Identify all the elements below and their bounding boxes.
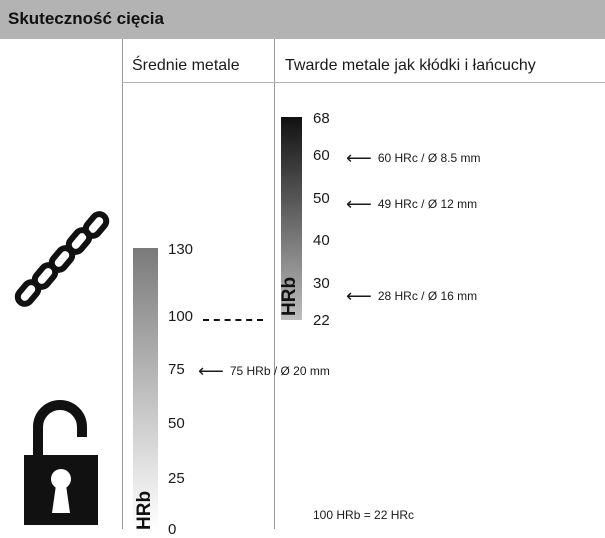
arrow-left-icon: ⟵: [346, 148, 372, 168]
header-bar: Skuteczność cięcia: [0, 0, 605, 39]
hard-hardness-bar: [281, 117, 302, 320]
column-divider-left: [122, 39, 123, 529]
hard-tick-68: 68: [313, 110, 330, 127]
arrow-left-icon: ⟵: [346, 286, 372, 306]
arrow-left-icon: ⟵: [198, 361, 224, 381]
medium-tick-0: 0: [168, 521, 177, 538]
annotation-75-hrb-text: 75 HRb / Ø 20 mm: [229, 364, 330, 378]
medium-bar-unit-label: HRb: [134, 490, 155, 530]
column-header-medium: Średnie metale: [132, 57, 240, 74]
medium-tick-100: 100: [168, 308, 194, 325]
hard-bar-unit-label: HRb: [279, 276, 300, 316]
equivalence-dashed-line: [203, 319, 263, 321]
annotation-49-hrc-text: 49 HRc / Ø 12 mm: [377, 197, 478, 211]
medium-tick-75: 75: [168, 361, 185, 378]
annotation-49-hrc: ⟵ 49 HRc / Ø 12 mm: [346, 195, 477, 213]
hard-tick-30: 30: [313, 275, 330, 292]
chain-icon: [14, 211, 110, 307]
hard-tick-50: 50: [313, 190, 330, 207]
page-title: Skuteczność cięcia: [8, 9, 164, 28]
annotation-75-hrb: ⟵ 75 HRb / Ø 20 mm: [198, 362, 330, 380]
medium-tick-50: 50: [168, 415, 185, 432]
medium-tick-25: 25: [168, 470, 185, 487]
column-divider-right: [274, 39, 275, 529]
annotation-28-hrc: ⟵ 28 HRc / Ø 16 mm: [346, 287, 477, 305]
arrow-left-icon: ⟵: [346, 194, 372, 214]
padlock-icon: [24, 400, 98, 525]
hard-tick-40: 40: [313, 232, 330, 249]
hard-tick-22: 22: [313, 312, 330, 329]
column-header-hard: Twarde metale jak kłódki i łańcuchy: [285, 57, 536, 74]
annotation-28-hrc-text: 28 HRc / Ø 16 mm: [377, 289, 478, 303]
hard-tick-60: 60: [313, 147, 330, 164]
annotation-60-hrc-text: 60 HRc / Ø 8.5 mm: [377, 151, 481, 165]
medium-hardness-bar: [133, 248, 158, 529]
header-row-divider: [122, 82, 605, 83]
annotation-60-hrc: ⟵ 60 HRc / Ø 8.5 mm: [346, 149, 481, 167]
footnote: 100 HRb = 22 HRc: [313, 508, 415, 522]
medium-tick-130: 130: [168, 241, 194, 258]
